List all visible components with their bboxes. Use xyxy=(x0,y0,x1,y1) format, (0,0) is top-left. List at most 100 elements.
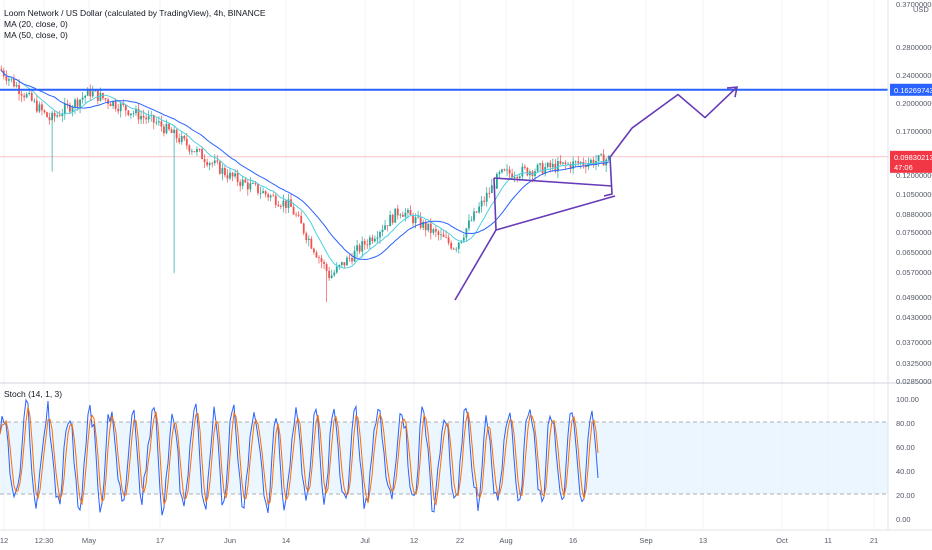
candle-body xyxy=(328,270,331,278)
candle-body xyxy=(462,237,465,241)
candle-body xyxy=(539,163,542,165)
candle-body xyxy=(259,193,262,194)
price-tick-label: 0.24000000 xyxy=(896,71,932,80)
candle-body xyxy=(478,206,481,213)
chart-legend: Loom Network / US Dollar (calculated by … xyxy=(4,8,266,41)
candle-body xyxy=(53,112,56,117)
price-tick-label: 0.07500000 xyxy=(896,228,932,237)
candle-body xyxy=(168,123,170,130)
candle-body xyxy=(521,166,524,177)
candle-body xyxy=(437,231,440,235)
candle-body xyxy=(241,179,244,186)
candle-body xyxy=(28,92,31,95)
candle-body xyxy=(307,238,310,241)
candles[interactable] xyxy=(0,65,610,303)
time-tick-label: 14 xyxy=(282,536,290,545)
candle-body xyxy=(132,113,135,114)
pennant-edge-line xyxy=(493,177,497,231)
candle-body xyxy=(485,192,488,202)
candle-body xyxy=(310,238,313,249)
candle-body xyxy=(401,214,404,217)
candle-body xyxy=(470,220,473,222)
time-tick-label: 22 xyxy=(456,536,464,545)
time-tick-label: 12:30 xyxy=(35,536,54,545)
candle-body xyxy=(229,172,231,179)
stoch-tick-label: 40.00 xyxy=(896,467,915,476)
candle-body xyxy=(196,149,198,153)
candle-body xyxy=(137,108,140,120)
candle-body xyxy=(61,113,64,117)
candle-body xyxy=(526,167,529,176)
candle-body xyxy=(302,223,305,234)
candle-body xyxy=(124,105,127,111)
candle-body xyxy=(193,151,196,153)
candle-body xyxy=(264,191,267,195)
symbol-title[interactable]: Loom Network / US Dollar (calculated by … xyxy=(4,8,266,18)
candle-body xyxy=(569,163,572,169)
candle-body xyxy=(579,162,582,164)
candle-body xyxy=(452,248,455,250)
candle-body xyxy=(409,209,412,215)
candle-body xyxy=(251,183,254,185)
candle-body xyxy=(480,200,483,207)
candle-body xyxy=(279,206,282,207)
candle-body xyxy=(399,214,402,216)
candle-body xyxy=(269,195,272,198)
stoch-d-line[interactable] xyxy=(0,406,599,507)
candle-body xyxy=(508,169,511,174)
candle-body xyxy=(89,88,92,97)
stoch-tick-label: 0.00 xyxy=(896,515,911,524)
stoch-k-line[interactable] xyxy=(0,398,599,516)
ma50-line[interactable] xyxy=(0,70,609,261)
price-axis[interactable]: 0.37000000 0.28000000 0.24000000 0.20000000… xyxy=(896,0,932,386)
candle-body xyxy=(323,262,325,264)
candle-body xyxy=(432,229,435,233)
candle-body xyxy=(239,181,242,186)
candle-body xyxy=(147,116,150,120)
candle-body xyxy=(361,241,364,252)
price-tick-label: 0.10500000 xyxy=(896,190,932,199)
stoch-axis[interactable]: 100.00 80.00 60.00 40.00 20.00 0.00 xyxy=(896,395,919,524)
candle-body xyxy=(231,172,234,177)
candle-body xyxy=(170,129,173,134)
candle-body xyxy=(107,99,109,104)
candle-body xyxy=(5,76,8,81)
candle-body xyxy=(386,225,389,227)
candle-body xyxy=(198,149,201,150)
candle-body xyxy=(30,92,33,101)
ma50-legend[interactable]: MA (50, close, 0) xyxy=(4,30,68,40)
projection-path xyxy=(603,86,738,197)
price-tick-label: 0.02850000 xyxy=(896,377,932,386)
candle-body xyxy=(178,138,181,143)
candle-body xyxy=(549,162,552,168)
price-tick-label: 0.12000000 xyxy=(896,171,932,180)
ma20-line[interactable] xyxy=(0,70,609,269)
candle-body xyxy=(325,263,328,271)
candle-body xyxy=(422,221,425,228)
candle-body xyxy=(371,237,374,242)
candle-body xyxy=(483,200,486,202)
candle-body xyxy=(495,173,498,189)
candle-body xyxy=(267,194,270,198)
candle-body xyxy=(335,266,338,273)
trend-drawings[interactable] xyxy=(454,86,738,301)
candle-body xyxy=(254,183,257,185)
time-axis[interactable]: 12 12:30 May 17 Jun 14 Jul 12 22 Aug 16 Sep 13 Oct 11 2… xyxy=(0,536,878,545)
price-tick-label: 0.06500000 xyxy=(896,248,932,257)
candle-body xyxy=(488,192,491,194)
candle-body xyxy=(35,100,38,112)
stoch-title[interactable]: Stoch (14, 1, 3) xyxy=(4,389,63,399)
candle-body xyxy=(541,163,544,174)
candle-body xyxy=(358,245,361,252)
price-tick-label: 0.37000000 xyxy=(896,0,932,9)
candle-body xyxy=(429,223,432,233)
candle-body xyxy=(272,195,275,197)
candle-body xyxy=(442,234,445,237)
candle-body xyxy=(562,162,564,164)
price-tick-label: 0.20000000 xyxy=(896,99,932,108)
candle-body xyxy=(71,107,74,112)
candle-body xyxy=(81,97,84,100)
ma20-legend[interactable]: MA (20, close, 0) xyxy=(4,19,68,29)
countdown-label: 47:06 xyxy=(894,163,913,172)
